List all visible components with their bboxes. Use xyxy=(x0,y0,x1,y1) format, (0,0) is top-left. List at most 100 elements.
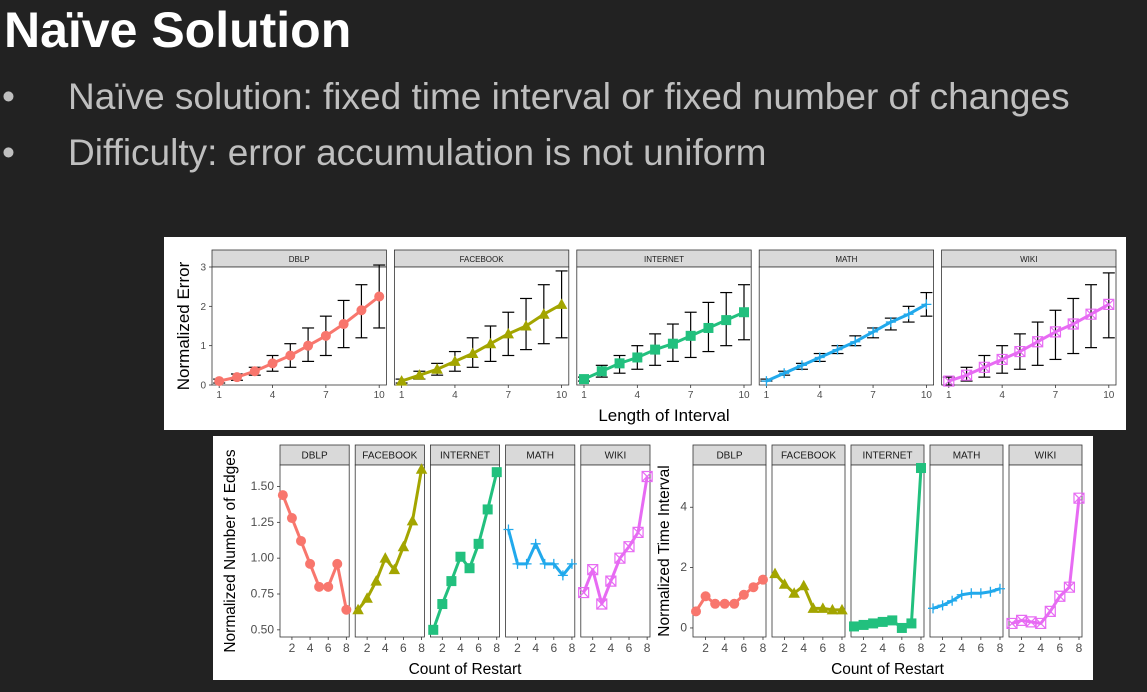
facet-label: MATH xyxy=(526,451,554,462)
data-point xyxy=(858,619,869,630)
data-point xyxy=(249,366,260,377)
panel-frame xyxy=(211,266,387,386)
x-tick-label: 6 xyxy=(1057,641,1064,655)
data-point xyxy=(937,600,948,611)
x-tick-label: 2 xyxy=(939,641,946,655)
data-point xyxy=(446,576,457,587)
data-point xyxy=(277,490,288,501)
data-point xyxy=(915,463,926,474)
y-axis-label: Normalized Time Interval xyxy=(656,465,673,636)
data-point xyxy=(1032,336,1044,348)
data-point xyxy=(341,604,352,615)
data-point xyxy=(691,606,702,617)
x-tick-label: 2 xyxy=(514,641,521,655)
x-tick-label: 4 xyxy=(958,641,965,655)
edges-chart: Normalized Number of Edges Count of Resta… xyxy=(222,444,653,678)
data-point xyxy=(700,591,711,602)
data-point xyxy=(826,603,839,615)
data-point xyxy=(557,570,568,581)
data-point xyxy=(1054,590,1066,602)
panel-frame xyxy=(850,464,925,638)
data-point xyxy=(943,375,955,387)
x-tick-label: 1 xyxy=(216,390,222,401)
data-point xyxy=(579,374,589,385)
data-point xyxy=(832,344,843,355)
y-tick-label: 3 xyxy=(200,263,206,274)
data-point xyxy=(850,336,861,347)
data-point xyxy=(415,463,428,474)
bullet-2: • Difficulty: error accumulation is not … xyxy=(0,130,1147,176)
data-point xyxy=(482,504,493,515)
data-point xyxy=(877,616,888,627)
data-point xyxy=(379,552,392,563)
data-point xyxy=(788,587,800,598)
data-point xyxy=(632,526,644,538)
data-point xyxy=(960,369,973,381)
data-point xyxy=(1014,345,1026,358)
data-point xyxy=(966,588,977,599)
data-point xyxy=(338,319,349,330)
data-point xyxy=(623,541,635,553)
y-tick-label: 0.50 xyxy=(251,622,275,636)
x-tick-label: 7 xyxy=(323,390,329,401)
panel-frame xyxy=(758,266,935,386)
data-point xyxy=(721,315,732,326)
x-tick-label: 6 xyxy=(550,641,557,655)
data-point xyxy=(956,589,967,600)
data-point xyxy=(994,583,1005,594)
data-point xyxy=(1006,617,1018,630)
data-point xyxy=(437,599,448,610)
facet-label: MATH xyxy=(953,451,981,462)
data-point xyxy=(903,309,914,320)
y-tick-label: 0 xyxy=(680,620,687,634)
x-tick-label: 8 xyxy=(1076,641,1083,655)
series-math xyxy=(928,583,1005,614)
data-point xyxy=(928,603,939,614)
data-point xyxy=(413,369,426,380)
data-point xyxy=(530,538,541,549)
data-point xyxy=(484,337,497,349)
data-point xyxy=(323,581,334,592)
data-point xyxy=(685,330,696,341)
data-point xyxy=(332,558,343,569)
x-tick-label: 4 xyxy=(999,390,1005,401)
x-tick-label: 1 xyxy=(581,390,587,401)
data-point xyxy=(406,514,419,526)
data-point xyxy=(555,298,568,309)
data-point xyxy=(305,558,316,569)
x-tick-label: 7 xyxy=(1053,390,1059,401)
x-tick-label: 2 xyxy=(589,641,596,655)
x-axis-label: Length of Interval xyxy=(598,406,729,425)
data-point xyxy=(1067,318,1079,330)
x-tick-label: 4 xyxy=(307,641,314,655)
data-point xyxy=(667,338,678,349)
x-tick-label: 6 xyxy=(325,641,332,655)
data-point xyxy=(978,361,990,373)
x-tick-label: 10 xyxy=(556,390,568,401)
data-point xyxy=(1063,581,1076,593)
data-point xyxy=(374,291,385,302)
x-tick-label: 4 xyxy=(270,390,276,401)
data-point xyxy=(286,513,297,524)
x-tick-label: 6 xyxy=(475,641,482,655)
data-point xyxy=(397,540,410,552)
x-tick-label: 4 xyxy=(879,641,886,655)
data-point xyxy=(849,621,860,632)
data-point xyxy=(814,352,825,363)
x-tick-label: 2 xyxy=(1018,641,1025,655)
data-point xyxy=(466,347,479,359)
x-tick-label: 8 xyxy=(418,641,425,655)
facet-label: WIKI xyxy=(1020,255,1037,264)
series-internet xyxy=(428,467,502,635)
data-point xyxy=(719,598,730,609)
data-point xyxy=(703,322,714,333)
x-axis-label: Count of Restart xyxy=(831,661,945,678)
data-point xyxy=(503,524,514,535)
data-point xyxy=(587,564,599,576)
x-tick-label: 6 xyxy=(400,641,407,655)
panel-frame xyxy=(354,464,425,638)
data-point xyxy=(985,586,996,597)
x-axis-label: Count of Restart xyxy=(409,661,523,678)
data-point xyxy=(906,618,917,629)
